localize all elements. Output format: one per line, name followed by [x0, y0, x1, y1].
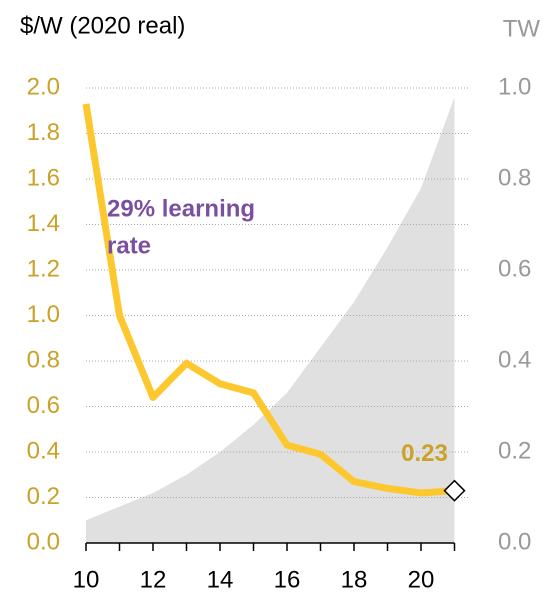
- y-tick-label: 1.6: [27, 164, 60, 191]
- y2-tick-label: 1.0: [498, 73, 531, 100]
- y-tick-label: 2.0: [27, 73, 60, 100]
- x-tick-label: 18: [341, 566, 368, 592]
- end-marker: [443, 479, 466, 502]
- y-tick-label: 1.8: [27, 119, 60, 146]
- y-tick-label: 1.2: [27, 255, 60, 282]
- y2-axis-label: TW: [503, 15, 541, 42]
- area: [86, 97, 455, 543]
- x-tick-label: 12: [140, 566, 167, 592]
- y-tick-label: 0.2: [27, 483, 60, 510]
- y2-tick-label: 0.6: [498, 255, 531, 282]
- y-tick-label: 0.4: [27, 437, 60, 464]
- y-tick-label: 1.4: [27, 210, 60, 237]
- annotation: 29% learning: [107, 195, 255, 222]
- x-tick-label: 10: [73, 566, 100, 592]
- y2-tick-label: 0.0: [498, 528, 531, 555]
- y-tick-label: 0.8: [27, 346, 60, 373]
- chart-title: $/W (2020 real): [20, 12, 185, 39]
- annotation: rate: [107, 232, 151, 259]
- x-tick-label: 14: [207, 566, 234, 592]
- x-tick-label: 16: [274, 566, 301, 592]
- line: [82, 103, 455, 497]
- x-tick-label: 20: [408, 566, 435, 592]
- y-tick-label: 0.6: [27, 392, 60, 419]
- y2-tick-label: 0.8: [498, 164, 531, 191]
- data-label: 0.23: [401, 440, 448, 467]
- y-tick-label: 1.0: [27, 301, 60, 328]
- y2-tick-label: 0.2: [498, 437, 531, 464]
- y2-tick-label: 0.4: [498, 346, 531, 373]
- y-tick-label: 0.0: [27, 528, 60, 555]
